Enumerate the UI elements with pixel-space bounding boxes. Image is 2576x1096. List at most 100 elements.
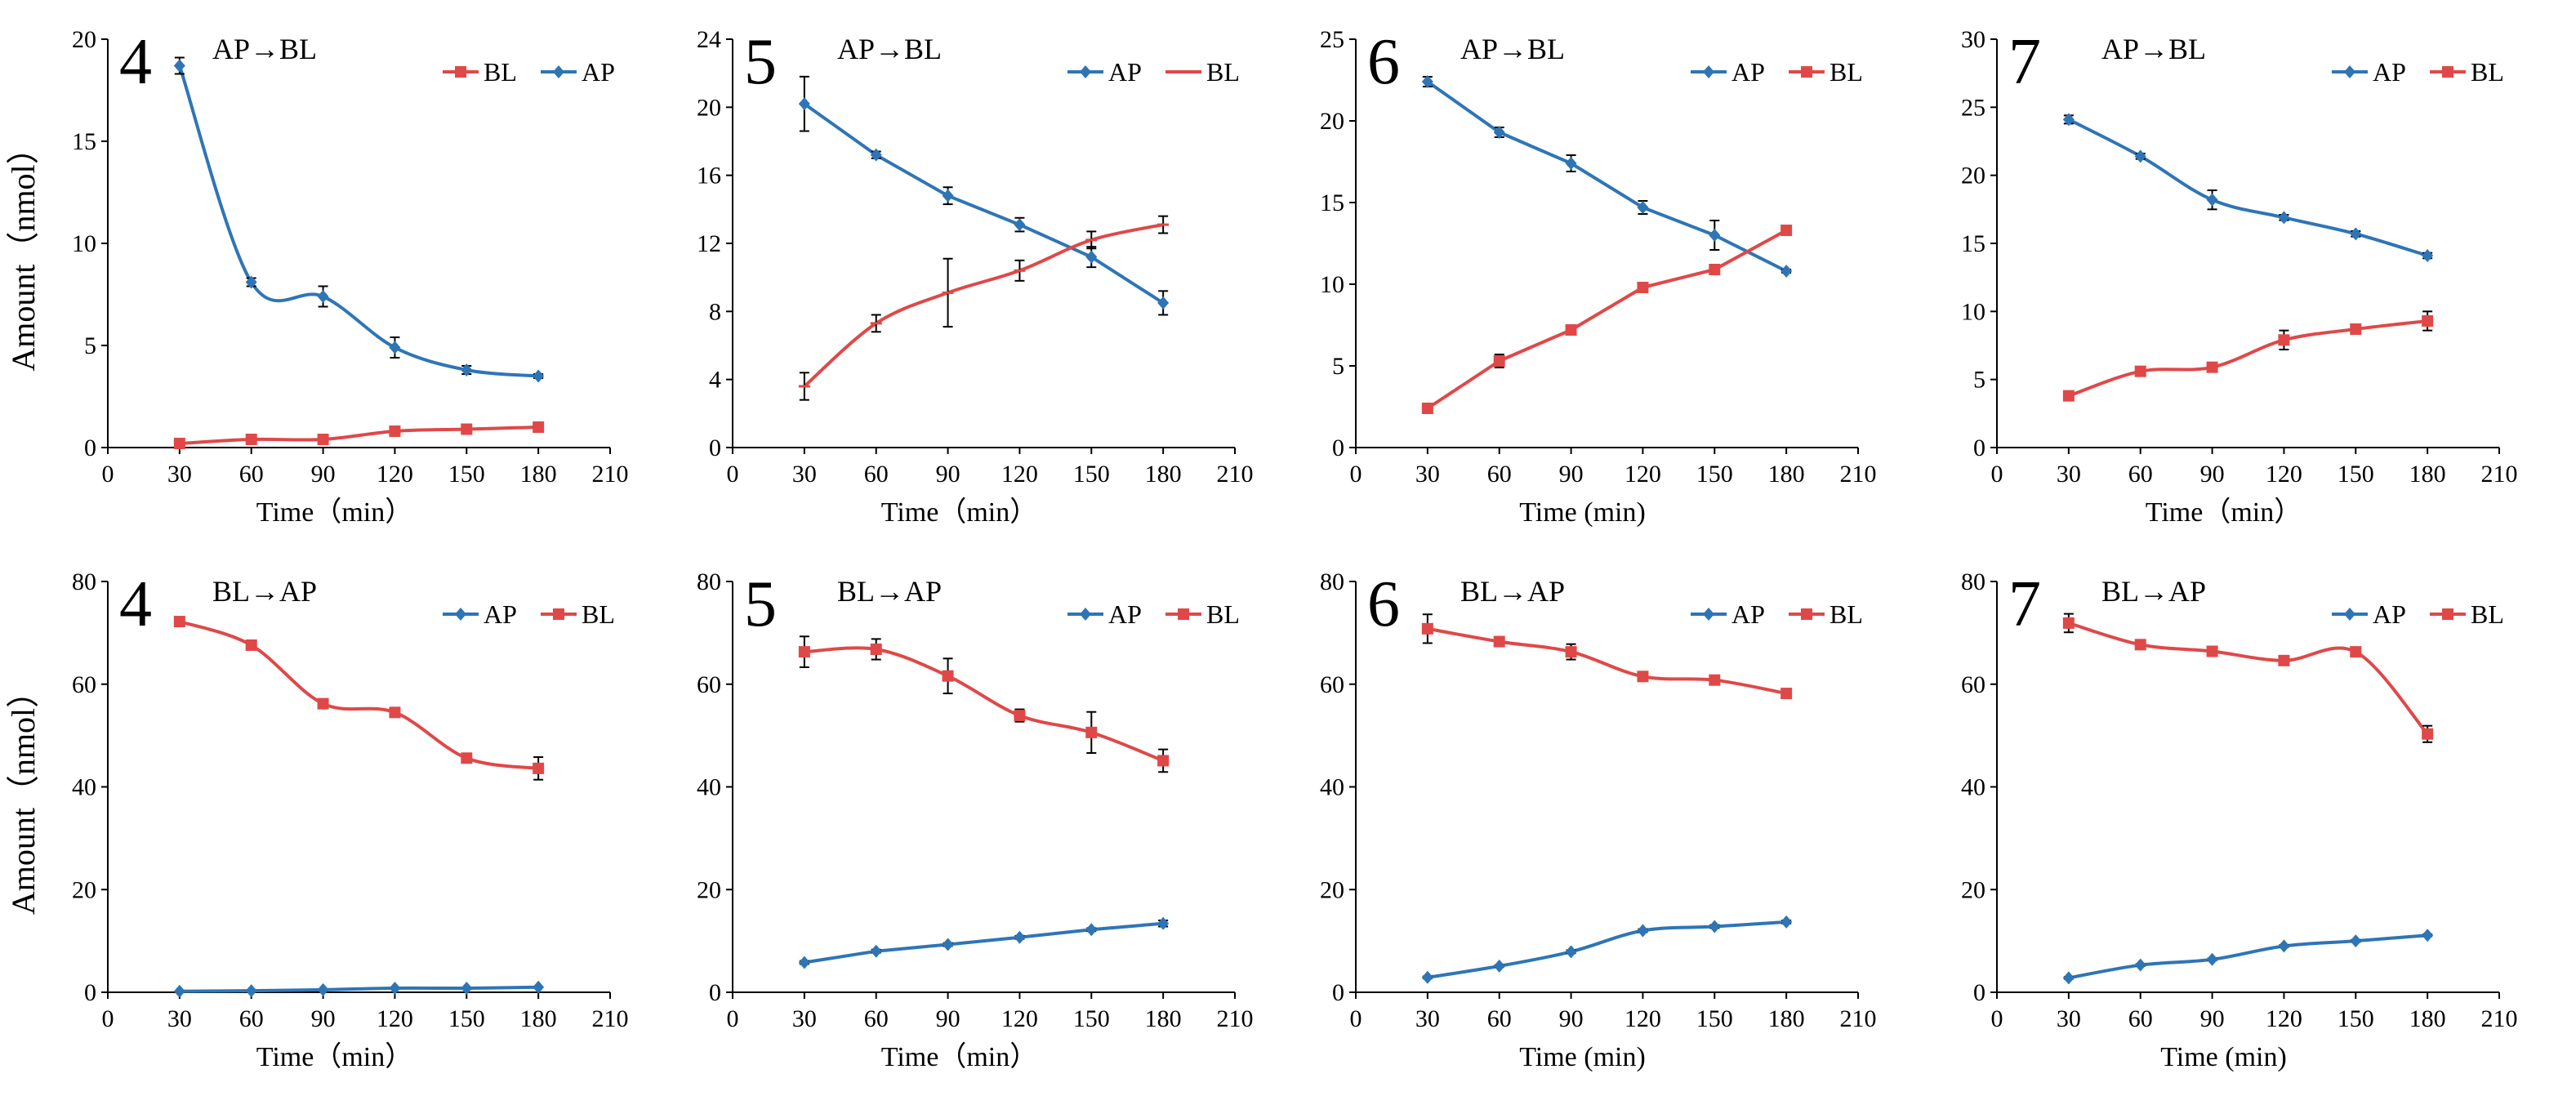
- data-point: [1637, 671, 1649, 683]
- y-tick-label: 0: [84, 434, 96, 461]
- panel-number: 5: [744, 568, 777, 640]
- x-tick-label: 120: [1624, 461, 1661, 488]
- y-tick-label: 10: [72, 230, 96, 257]
- chart-panel-ap-bl-4: 0 5 10 15 20 0 30 60 90 120 150 180 210 Time（min） Amou…: [5, 26, 629, 528]
- x-tick-label: 90: [2200, 461, 2225, 488]
- data-point: [1493, 959, 1505, 973]
- x-tick-label: 0: [1991, 1005, 2003, 1032]
- data-point: [1709, 674, 1721, 686]
- y-tick-label: 8: [709, 298, 721, 325]
- legend-marker: [553, 65, 564, 78]
- data-point: [317, 290, 329, 303]
- legend-marker: [1801, 608, 1812, 620]
- y-tick-label: 0: [709, 434, 721, 461]
- y-tick-label: 15: [72, 128, 96, 155]
- x-tick-label: 210: [1840, 461, 1877, 488]
- series-ap: [798, 916, 1170, 969]
- legend-label: AP: [2373, 57, 2406, 87]
- series-line: [1427, 626, 1787, 696]
- x-tick-label: 60: [239, 1005, 264, 1032]
- legend: BL AP: [443, 57, 615, 87]
- legend-label: AP: [2373, 599, 2406, 629]
- chart-panel-bl-ap-4: 0 20 40 60 80 0 30 60 90 120 150 180 210 Time（min） Amo…: [5, 568, 629, 1072]
- x-tick-label: 120: [377, 461, 413, 488]
- x-tick-label: 150: [448, 461, 485, 488]
- data-point: [2350, 646, 2362, 658]
- x-tick-label: 60: [1487, 461, 1512, 488]
- data-point: [533, 369, 545, 383]
- data-point: [317, 982, 329, 996]
- legend-marker: [2442, 608, 2453, 620]
- y-tick-label: 60: [697, 671, 721, 698]
- series-line: [804, 646, 1164, 763]
- x-axis-label: Time (min): [1519, 1042, 1646, 1072]
- legend-label: BL: [1829, 599, 1863, 629]
- series-ap: [173, 980, 545, 998]
- data-point: [1709, 920, 1721, 933]
- series-bl: [1421, 613, 1793, 700]
- data-point: [173, 616, 185, 628]
- x-tick-label: 120: [1624, 1005, 1661, 1032]
- data-point: [2134, 639, 2146, 651]
- x-tick-label: 180: [2409, 461, 2446, 488]
- data-point: [1637, 924, 1649, 938]
- data-point: [1780, 688, 1793, 700]
- data-point: [2062, 617, 2075, 629]
- y-tick-label: 15: [1320, 189, 1344, 216]
- y-axis-label: Amount（nmol）: [5, 675, 42, 915]
- chart-panel-ap-bl-5: 0 4 8 12 16 20 24 0 30 60 90 120 150 180 210 Time（min） 5…: [697, 26, 1254, 528]
- data-point: [245, 434, 257, 445]
- panel-number: 7: [2008, 26, 2041, 98]
- legend-marker: [1080, 608, 1091, 621]
- data-point: [1565, 324, 1577, 336]
- x-tick-label: 210: [1217, 1005, 1254, 1032]
- y-tick-label: 80: [1961, 568, 1985, 595]
- data-point: [1421, 622, 1433, 635]
- x-tick-label: 180: [1768, 461, 1805, 488]
- y-tick-label: 20: [697, 876, 721, 903]
- data-point: [1780, 265, 1793, 278]
- y-tick-label: 4: [709, 367, 721, 394]
- data-point: [1421, 403, 1433, 414]
- x-tick-label: 90: [936, 1005, 960, 1032]
- series-bl: [1421, 225, 1793, 414]
- x-tick-label: 180: [520, 461, 557, 488]
- data-point: [533, 421, 545, 433]
- panel-title: AP→BL: [2101, 33, 2206, 65]
- y-tick-label: 0: [709, 979, 721, 1006]
- y-tick-label: 24: [697, 26, 721, 53]
- x-axis-label: Time（min）: [2146, 497, 2302, 528]
- legend-marker: [553, 608, 564, 620]
- y-tick-label: 5: [84, 332, 96, 359]
- series-line: [2067, 118, 2428, 257]
- y-tick-label: 0: [1332, 434, 1344, 461]
- data-point: [1014, 218, 1026, 232]
- series-line: [1426, 80, 1787, 273]
- legend: AP BL: [1067, 599, 1240, 629]
- data-point: [942, 670, 954, 682]
- data-point: [245, 275, 257, 289]
- data-point: [1085, 726, 1098, 738]
- series-bl: [2062, 613, 2434, 743]
- legend-marker: [1703, 65, 1714, 78]
- data-point: [2206, 193, 2218, 207]
- x-tick-label: 120: [1001, 461, 1038, 488]
- data-point: [2206, 952, 2218, 966]
- x-tick-label: 120: [2266, 1005, 2302, 1032]
- x-tick-label: 180: [1145, 461, 1182, 488]
- y-tick-label: 20: [1320, 108, 1344, 135]
- y-tick-label: 10: [1320, 271, 1344, 298]
- legend-marker: [2442, 66, 2453, 78]
- x-tick-label: 180: [1768, 1005, 1805, 1032]
- x-tick-label: 60: [1487, 1005, 1512, 1032]
- data-point: [870, 148, 882, 162]
- data-point: [389, 425, 401, 437]
- panel-number: 7: [2008, 568, 2041, 640]
- x-tick-label: 150: [1696, 461, 1733, 488]
- x-tick-label: 0: [727, 461, 739, 488]
- data-point: [1565, 646, 1577, 658]
- x-tick-label: 60: [864, 461, 889, 488]
- legend-marker: [455, 66, 466, 78]
- data-point: [2278, 334, 2290, 346]
